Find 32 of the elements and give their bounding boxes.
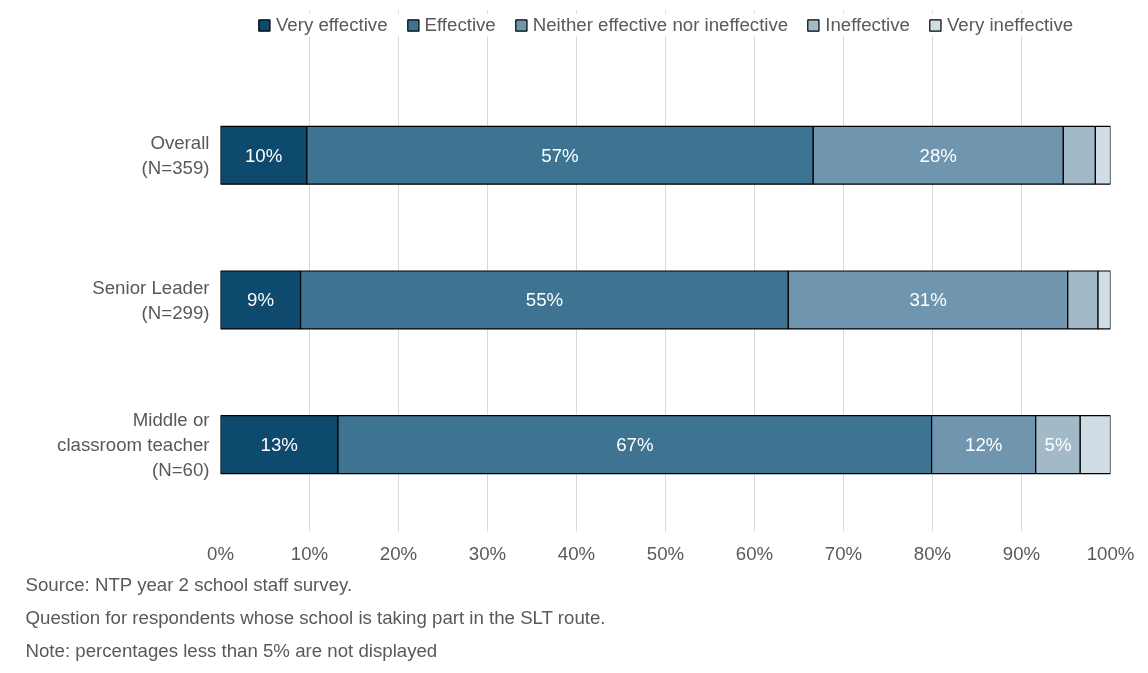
y-tick-label: Middle or classroom teacher (N=60) bbox=[57, 408, 210, 481]
data-label: 5% bbox=[1044, 434, 1072, 456]
text: Question for respondents whose school is taking part in the SLT route. bbox=[25, 606, 606, 628]
x-tick-label: 40% bbox=[557, 542, 596, 564]
x-tick-label: 20% bbox=[379, 542, 418, 564]
legend-label: Neither effective nor ineffective bbox=[532, 14, 789, 36]
x-tick-label: 70% bbox=[824, 542, 863, 564]
legend-label: Ineffective bbox=[825, 14, 910, 36]
legend-label: Very ineffective bbox=[946, 14, 1074, 36]
data-label: 13% bbox=[260, 434, 298, 456]
text: Note: percentages less than 5% are not displayed bbox=[25, 639, 438, 661]
x-tick-label: 10% bbox=[290, 542, 329, 564]
x-tick-label: 100% bbox=[1086, 542, 1135, 564]
data-label: 31% bbox=[909, 289, 947, 311]
data-label: 28% bbox=[919, 144, 957, 166]
x-tick-label: 80% bbox=[913, 542, 952, 564]
x-tick-label: 30% bbox=[468, 542, 507, 564]
x-tick-label: 50% bbox=[646, 542, 685, 564]
data-label: 55% bbox=[525, 289, 564, 311]
data-label: 67% bbox=[616, 434, 654, 456]
y-tick-label: Senior Leader (N=299) bbox=[92, 276, 210, 324]
y-tick-label: Overall (N=359) bbox=[141, 132, 210, 179]
data-label: 10% bbox=[245, 144, 283, 166]
data-label: 9% bbox=[247, 289, 275, 311]
x-tick-label: 0% bbox=[207, 542, 234, 564]
x-tick-label: 60% bbox=[735, 542, 774, 564]
x-tick-label: 90% bbox=[1002, 542, 1041, 564]
legend-label: Effective bbox=[424, 14, 496, 36]
data-label: 12% bbox=[965, 434, 1003, 456]
legend-label: Very effective bbox=[275, 14, 388, 36]
data-label: 57% bbox=[541, 144, 579, 166]
source-note: Source: NTP year 2 school staff survey. bbox=[25, 573, 353, 595]
